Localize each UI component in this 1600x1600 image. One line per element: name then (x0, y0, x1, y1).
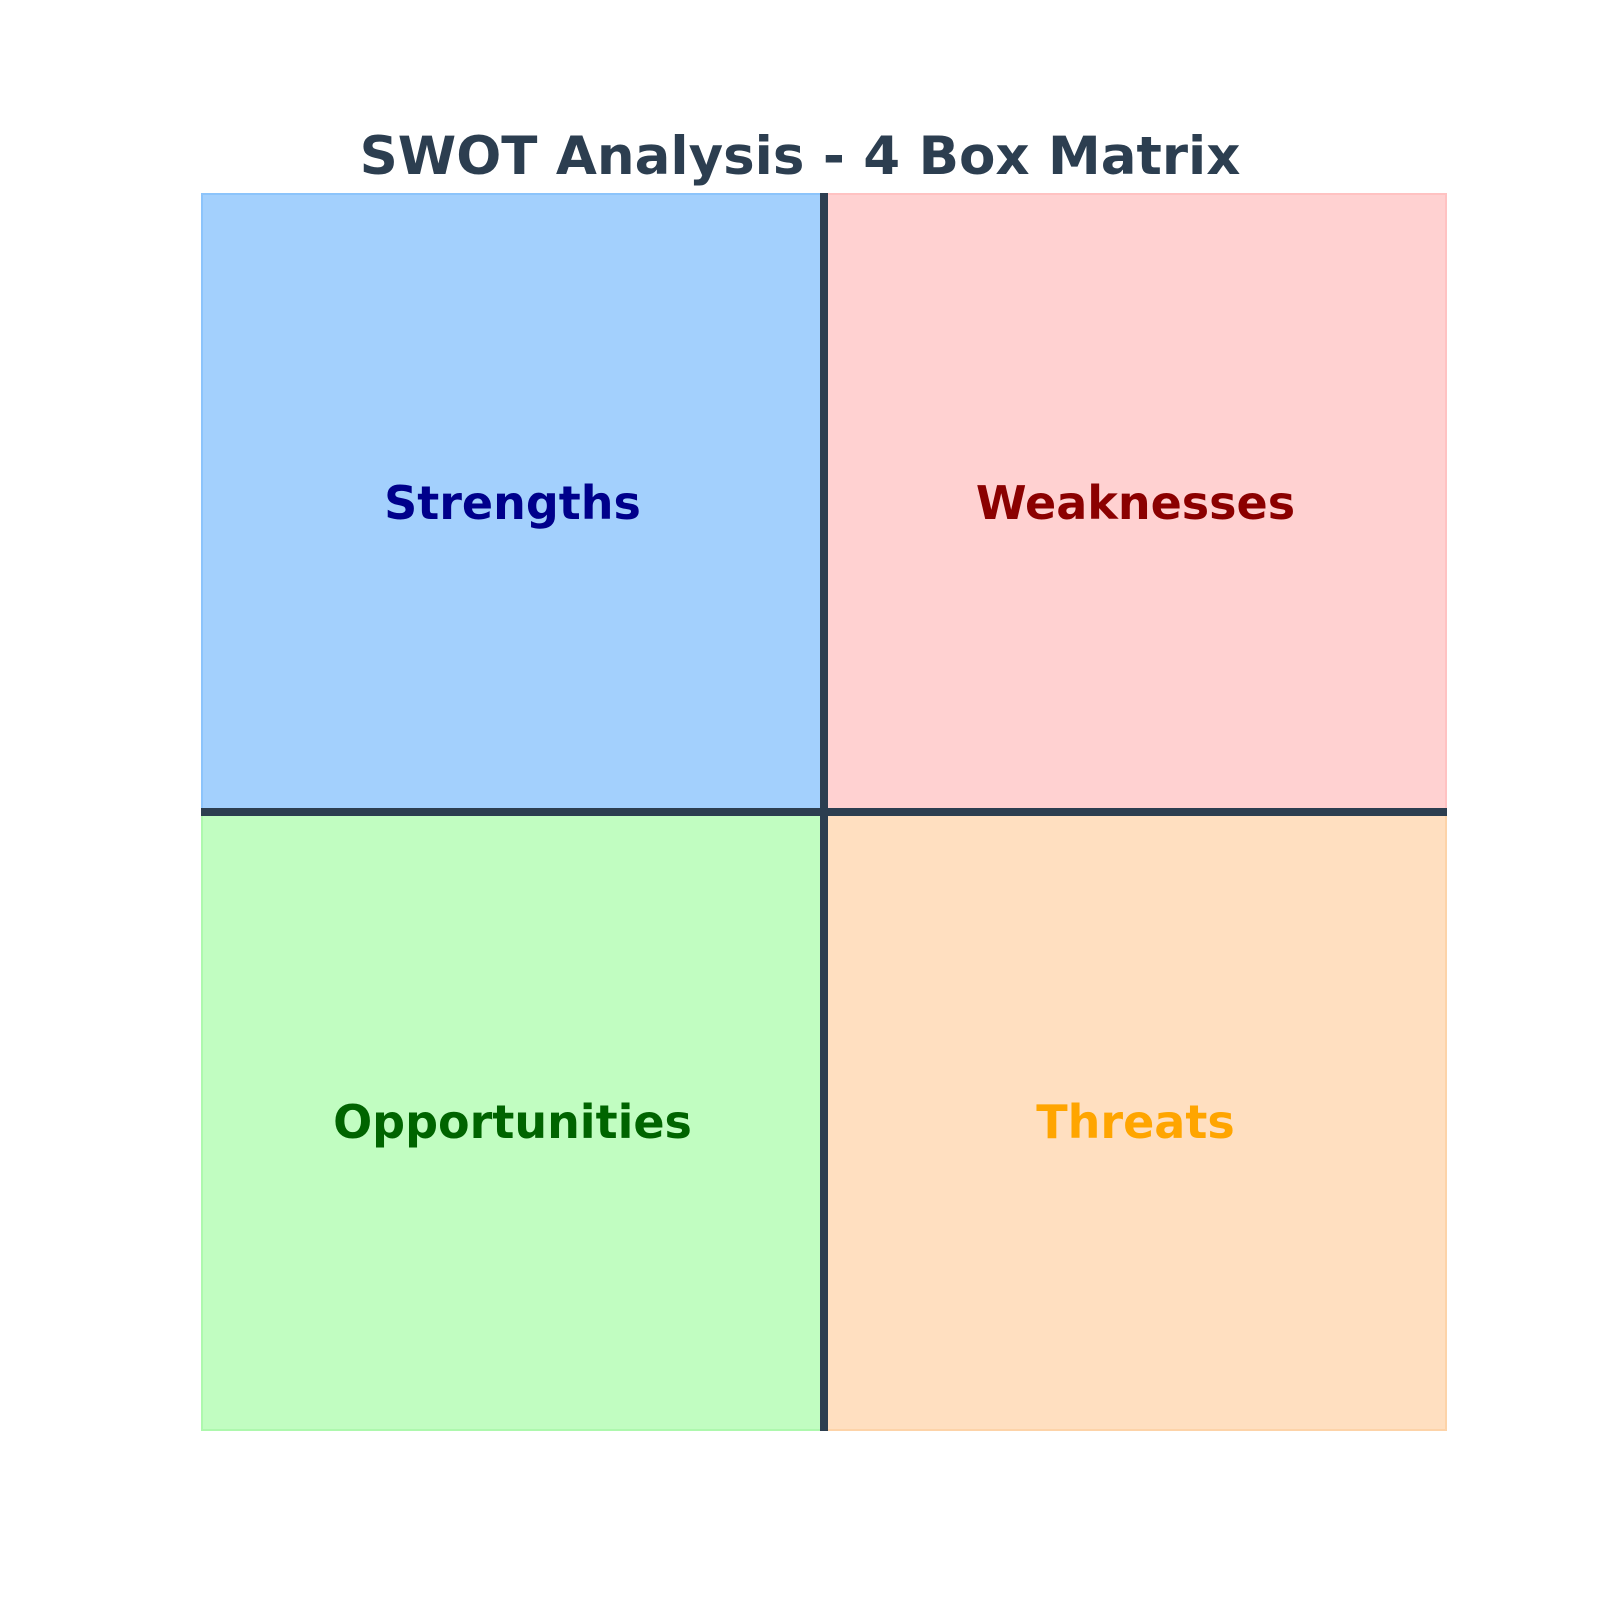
opportunities-label: Opportunities (333, 1094, 692, 1149)
threats-label: Threats (1036, 1094, 1235, 1149)
opportunities-quadrant: Opportunities (201, 812, 824, 1431)
weaknesses-label: Weaknesses (975, 475, 1296, 530)
horizontal-divider (201, 808, 1447, 816)
weaknesses-quadrant: Weaknesses (824, 193, 1447, 812)
strengths-label: Strengths (384, 475, 641, 530)
threats-quadrant: Threats (824, 812, 1447, 1431)
strengths-quadrant: Strengths (201, 193, 824, 812)
diagram-title: SWOT Analysis - 4 Box Matrix (359, 126, 1241, 187)
